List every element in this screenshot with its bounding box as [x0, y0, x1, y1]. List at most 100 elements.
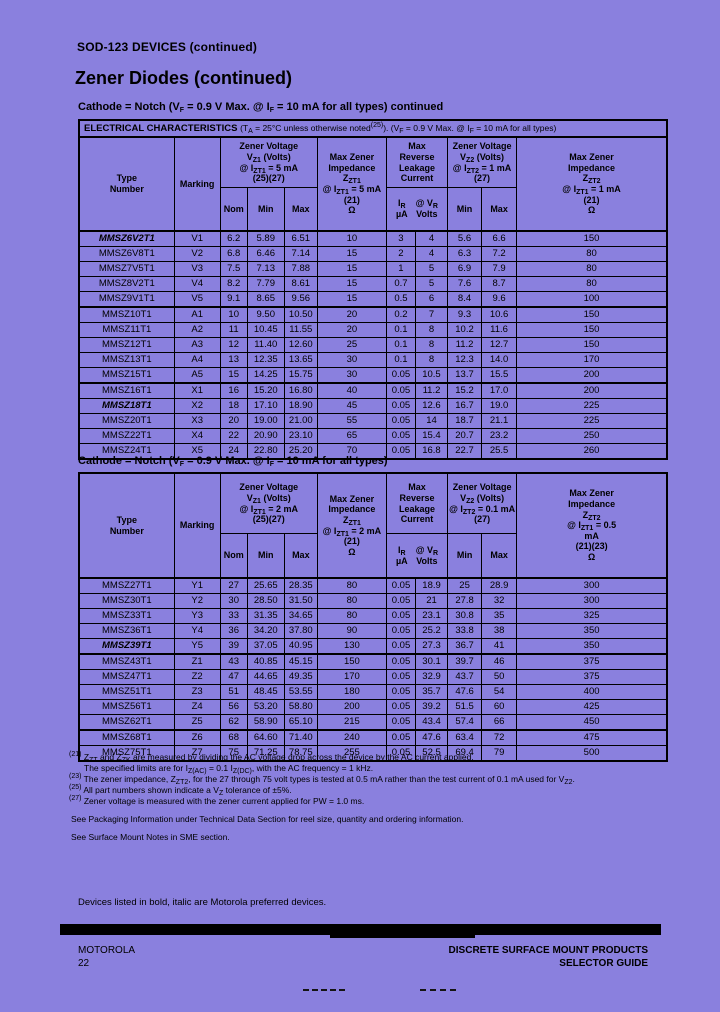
zzt1-ohms: 45: [316, 398, 387, 414]
marking: X4: [173, 428, 221, 444]
vz1-max: 65.10: [283, 714, 318, 731]
vz1-nom: 39: [219, 638, 248, 655]
vz2-min: 15.2: [446, 382, 483, 399]
table-row: MMSZ13T1 A4 13 12.35 13.65 30 0.1 8 12.3 14.0 170: [78, 352, 668, 368]
col-header-vr: @ VR Volts: [415, 544, 439, 566]
vr-volts: 43.4: [415, 714, 449, 731]
zzt1-ohms: 255: [316, 745, 387, 762]
vz1-min: 58.90: [246, 714, 285, 731]
table-row: MMSZ51T1 Z3 51 48.45 53.55 180 0.05 35.7 47.6 54 4…: [78, 684, 668, 700]
vz1-max: 31.50: [283, 593, 318, 609]
zzt1-ohms: 80: [316, 608, 387, 624]
vz1-max: 37.80: [283, 623, 318, 639]
type-number: MMSZ22T1: [78, 428, 175, 444]
vz1-min: 8.65: [246, 291, 285, 308]
vz2-min: 8.4: [446, 291, 483, 308]
vz1-min: 22.80: [246, 443, 285, 460]
type-number: MMSZ10T1: [78, 306, 175, 323]
row-group: MMSZ43T1 Z1 43 40.85 45.15 150 0.05 30.1 39.7 46 3…: [78, 653, 668, 731]
zzt1-ohms: 70: [316, 443, 387, 460]
vz2-min: 47.6: [447, 684, 483, 700]
zzt1-ohms: 130: [316, 638, 387, 655]
vz2-max: 72: [481, 729, 518, 746]
type-number: MMSZ13T1: [78, 352, 175, 368]
vz1-min: 11.40: [246, 337, 285, 353]
ir-ua: 0.05: [385, 669, 417, 685]
marking: Z6: [173, 729, 221, 746]
table-row: MMSZ30T1 Y2 30 28.50 31.50 80 0.05 21 27.8 32 300: [78, 593, 668, 609]
col-header-ir-vr: IR µA @ VR Volts: [385, 187, 449, 232]
vz2-min: 9.3: [446, 306, 483, 323]
vr-volts: 12.6: [414, 398, 449, 414]
zzt1-ohms: 15: [316, 261, 387, 277]
vr-volts: 15.4: [414, 428, 449, 444]
zzt1-ohms: 10: [316, 230, 387, 247]
vz1-nom: 6.2: [219, 230, 248, 247]
vr-volts: 7: [414, 306, 449, 323]
vz1-nom: 47: [219, 669, 248, 685]
type-number: MMSZ15T1: [78, 367, 175, 384]
vz2-min: 25: [447, 577, 483, 594]
vz2-min: 20.7: [446, 428, 483, 444]
vz1-max: 9.56: [283, 291, 318, 308]
marking: Z1: [173, 653, 221, 670]
table-row: MMSZ8V2T1 V4 8.2 7.79 8.61 15 0.7 5 7.6 8.7 80: [78, 276, 668, 292]
vz2-max: 54: [481, 684, 518, 700]
vz1-nom: 15: [219, 367, 248, 384]
ir-ua: 0.1: [385, 337, 416, 353]
vz1-max: 7.14: [283, 246, 318, 262]
col-header-zzt1: Max Zener Impedance ZZT1 @ IZT1 = 2 mA (21) Ω: [316, 472, 387, 579]
type-number: MMSZ18T1: [78, 398, 175, 414]
vz1-nom: 24: [219, 443, 248, 460]
type-number: MMSZ24T1: [78, 443, 175, 460]
ir-ua: 0.1: [385, 322, 416, 338]
col-header-vz2: Zener Voltage VZ2 (Volts) @ IZT2 = 1 mA (27…: [446, 136, 518, 188]
vr-volts: 47.6: [415, 729, 449, 746]
vz2-min: 18.7: [446, 413, 483, 429]
footer-divider-bar: [60, 924, 661, 935]
col-header-ir: IR µA: [395, 198, 408, 219]
zzt2-ohms: 150: [516, 322, 668, 338]
footer-brand: MOTOROLA: [78, 945, 136, 956]
marking: A1: [173, 306, 221, 323]
type-number: MMSZ33T1: [78, 608, 175, 624]
col-header-ir-vr: IR µA @ VR Volts: [385, 533, 449, 579]
vz2-min: 36.7: [447, 638, 483, 655]
col-header-vz2-max: Max: [481, 533, 518, 579]
vz2-max: 14.0: [481, 352, 518, 368]
table-row: MMSZ15T1 A5 15 14.25 15.75 30 0.05 10.5 13.7 15.5…: [78, 367, 668, 384]
vz1-max: 21.00: [283, 413, 318, 429]
vr-volts: 14: [414, 413, 449, 429]
footer-right: DISCRETE SURFACE MOUNT PRODUCTS SELECTOR…: [449, 944, 648, 970]
type-number: MMSZ6V2T1: [78, 230, 175, 247]
zzt2-ohms: 225: [516, 398, 668, 414]
type-number: MMSZ16T1: [78, 382, 175, 399]
zzt2-ohms: 200: [516, 367, 668, 384]
vr-volts: 21: [415, 593, 449, 609]
table-row: MMSZ11T1 A2 11 10.45 11.55 20 0.1 8 10.2 11.6 150: [78, 322, 668, 338]
ir-ua: 0.05: [385, 593, 417, 609]
vz1-max: 49.35: [283, 669, 318, 685]
vz1-max: 8.61: [283, 276, 318, 292]
ir-ua: 0.05: [385, 443, 416, 460]
table-row: MMSZ9V1T1 V5 9.1 8.65 9.56 15 0.5 6 8.4 9.6 100: [78, 291, 668, 308]
col-header-vz2-min: Min: [446, 187, 483, 232]
table-row: MMSZ18T1 X2 18 17.10 18.90 45 0.05 12.6 16.7 19.0…: [78, 398, 668, 414]
vz2-max: 12.7: [481, 337, 518, 353]
zzt2-ohms: 475: [516, 729, 668, 746]
table-row: MMSZ62T1 Z5 62 58.90 65.10 215 0.05 43.4 57.4 66 4…: [78, 714, 668, 731]
col-header-type-number: Type Number: [78, 136, 175, 232]
ir-ua: 0.2: [385, 306, 416, 323]
zzt1-ohms: 200: [316, 699, 387, 715]
vz2-min: 10.2: [446, 322, 483, 338]
zzt1-ohms: 25: [316, 337, 387, 353]
zzt2-ohms: 300: [516, 593, 668, 609]
vr-volts: 18.9: [415, 577, 449, 594]
vz1-max: 23.10: [283, 428, 318, 444]
vz1-nom: 13: [219, 352, 248, 368]
vz2-max: 50: [481, 669, 518, 685]
zzt2-ohms: 350: [516, 638, 668, 655]
footer-guide-subtitle: SELECTOR GUIDE: [559, 958, 648, 969]
vz1-min: 25.65: [246, 577, 285, 594]
vz1-max: 15.75: [283, 367, 318, 384]
